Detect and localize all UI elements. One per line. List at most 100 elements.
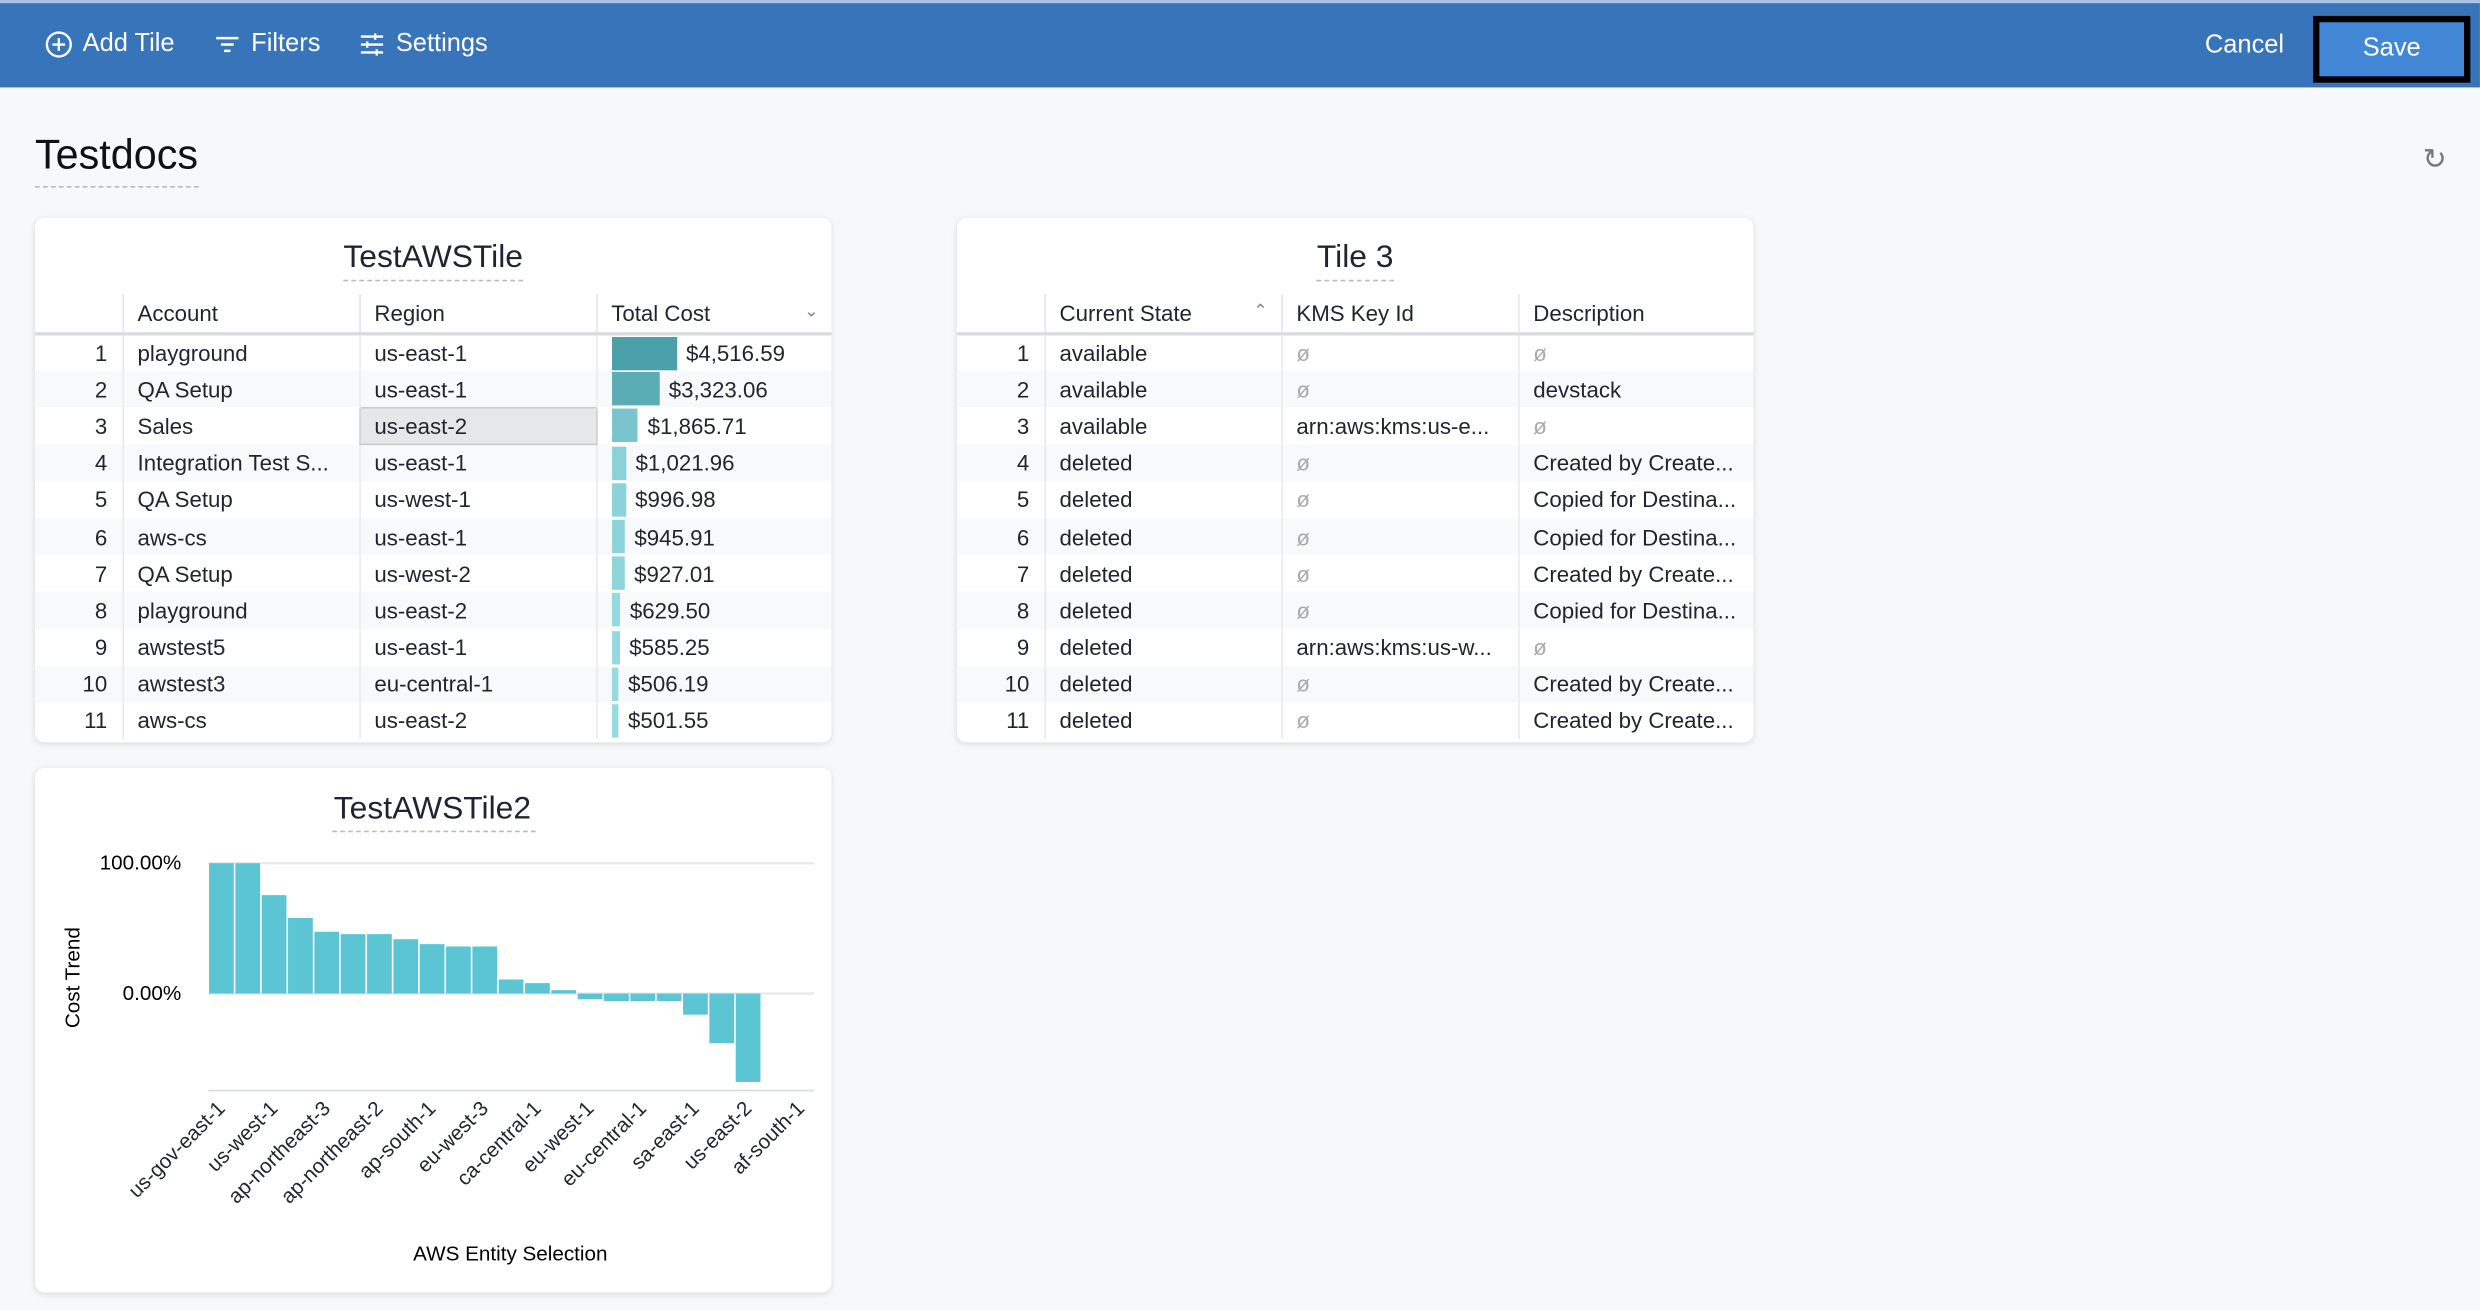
column-header-kms-key-id[interactable]: KMS Key Id — [1280, 294, 1519, 336]
chart-bar[interactable] — [340, 934, 366, 994]
total-cost-cell[interactable]: $945.91 — [595, 518, 832, 556]
table-row[interactable]: 4 Integration Test S... us-east-1 $1,021… — [34, 444, 832, 482]
account-cell[interactable]: aws-cs — [121, 518, 360, 556]
chart-bar[interactable] — [288, 917, 313, 994]
description-cell[interactable]: ø — [1517, 628, 1754, 666]
current-state-cell[interactable]: deleted — [1043, 481, 1282, 519]
chart-bar[interactable] — [472, 946, 498, 994]
chart-bar[interactable] — [604, 993, 629, 1001]
current-state-cell[interactable]: deleted — [1043, 628, 1282, 666]
region-cell[interactable]: us-east-1 — [358, 370, 597, 408]
chart-bar[interactable] — [446, 946, 471, 994]
chart-bar[interactable] — [577, 993, 603, 1000]
tile-title[interactable]: TestAWSTile — [343, 240, 523, 282]
table-row[interactable]: 5 deleted ø Copied for Destina... — [957, 481, 1754, 519]
table-row[interactable]: 11 deleted ø Created by Create... — [957, 702, 1754, 740]
description-cell[interactable]: ø — [1517, 407, 1754, 445]
total-cost-cell[interactable]: $996.98 — [595, 481, 832, 519]
account-cell[interactable]: aws-cs — [121, 702, 360, 740]
cancel-button[interactable]: Cancel — [2204, 31, 2285, 59]
region-cell[interactable]: us-west-1 — [358, 481, 597, 519]
table-row[interactable]: 7 deleted ø Created by Create... — [957, 555, 1754, 592]
description-cell[interactable]: devstack — [1517, 370, 1754, 408]
settings-button[interactable]: Settings — [358, 30, 488, 59]
kms-key-id-cell[interactable]: ø — [1280, 518, 1519, 556]
account-cell[interactable]: awstest3 — [121, 665, 360, 703]
table-row[interactable]: 4 deleted ø Created by Create... — [956, 444, 1754, 482]
current-state-cell[interactable]: deleted — [1043, 702, 1282, 740]
current-state-cell[interactable]: deleted — [1043, 555, 1282, 592]
chart-bar[interactable] — [551, 990, 577, 994]
table-row[interactable]: 11 aws-cs us-east-2 $501.55 — [35, 702, 832, 740]
chevron-down-icon[interactable]: ⌄ — [804, 302, 819, 322]
total-cost-cell[interactable]: $506.19 — [595, 665, 832, 703]
table-row[interactable]: 10 awstest3 eu-central-1 $506.19 — [34, 665, 832, 703]
current-state-cell[interactable]: available — [1043, 333, 1282, 371]
account-cell[interactable]: QA Setup — [121, 370, 360, 408]
total-cost-cell[interactable]: $4,516.59 — [595, 333, 832, 371]
chart-bar[interactable] — [261, 895, 287, 994]
account-cell[interactable]: Integration Test S... — [121, 444, 360, 482]
chart-bar[interactable] — [367, 934, 392, 994]
chart-bar[interactable] — [235, 863, 261, 994]
description-cell[interactable]: ø — [1517, 333, 1754, 371]
page-title[interactable]: Testdocs — [34, 130, 199, 188]
table-row[interactable]: 8 deleted ø Copied for Destina... — [956, 591, 1754, 629]
column-header-description[interactable]: Description — [1517, 294, 1754, 336]
column-header-current-state[interactable]: Current State ⌃ — [1043, 294, 1282, 336]
region-cell[interactable]: us-east-1 — [358, 333, 597, 371]
table-row[interactable]: 8 playground us-east-2 $629.50 — [34, 591, 832, 629]
chart-bar[interactable] — [656, 993, 682, 1001]
region-cell[interactable]: eu-central-1 — [358, 665, 597, 703]
chart-bar[interactable] — [630, 993, 656, 1001]
kms-key-id-cell[interactable]: ø — [1280, 370, 1519, 408]
save-button[interactable]: Save — [2313, 15, 2471, 83]
kms-key-id-cell[interactable]: ø — [1280, 481, 1519, 519]
table-row[interactable]: 9 awstest5 us-east-1 $585.25 — [35, 628, 832, 666]
total-cost-cell[interactable]: $927.01 — [595, 555, 832, 592]
chart-bar[interactable] — [683, 993, 708, 1015]
chart-bar[interactable] — [498, 979, 524, 994]
chart-bar[interactable] — [525, 983, 550, 994]
current-state-cell[interactable]: deleted — [1043, 518, 1282, 556]
description-cell[interactable]: Created by Create... — [1517, 665, 1754, 703]
chevron-up-icon[interactable]: ⌃ — [1253, 302, 1268, 322]
total-cost-cell[interactable]: $585.25 — [595, 628, 832, 666]
kms-key-id-cell[interactable]: ø — [1280, 555, 1519, 592]
description-cell[interactable]: Created by Create... — [1517, 555, 1754, 592]
table-row[interactable]: 3 available arn:aws:kms:us-e... ø — [957, 407, 1754, 445]
description-cell[interactable]: Copied for Destina... — [1517, 481, 1754, 519]
table-row[interactable]: 6 aws-cs us-east-1 $945.91 — [34, 518, 832, 556]
table-row[interactable]: 2 available ø devstack — [956, 370, 1754, 408]
region-cell[interactable]: us-west-2 — [358, 555, 597, 592]
description-cell[interactable]: Created by Create... — [1517, 702, 1754, 740]
total-cost-cell[interactable]: $1,865.71 — [595, 407, 832, 445]
current-state-cell[interactable]: deleted — [1043, 444, 1282, 482]
column-header-total-cost[interactable]: Total Cost ⌄ — [595, 294, 832, 336]
chart-bar[interactable] — [709, 993, 735, 1044]
table-row[interactable]: 9 deleted arn:aws:kms:us-w... ø — [957, 628, 1754, 666]
chart-title[interactable]: TestAWSTile2 — [334, 790, 531, 826]
table-row[interactable]: 2 QA Setup us-east-1 $3,323.06 — [34, 370, 832, 408]
kms-key-id-cell[interactable]: ø — [1280, 591, 1519, 629]
region-cell[interactable]: us-east-1 — [358, 444, 597, 482]
column-header-account[interactable]: Account — [121, 294, 360, 336]
account-cell[interactable]: QA Setup — [121, 555, 360, 592]
total-cost-cell[interactable]: $1,021.96 — [595, 444, 832, 482]
chart-bar[interactable] — [419, 944, 445, 994]
refresh-icon[interactable]: ↻ — [2422, 143, 2447, 175]
tile-title[interactable]: Tile 3 — [1316, 240, 1394, 282]
kms-key-id-cell[interactable]: ø — [1280, 444, 1519, 482]
kms-key-id-cell[interactable]: arn:aws:kms:us-e... — [1280, 407, 1519, 445]
account-cell[interactable]: awstest5 — [121, 628, 360, 666]
account-cell[interactable]: Sales — [121, 407, 360, 445]
kms-key-id-cell[interactable]: arn:aws:kms:us-w... — [1280, 628, 1519, 666]
region-cell[interactable]: us-east-1 — [358, 628, 597, 666]
table-row[interactable]: 5 QA Setup us-west-1 $996.98 — [35, 481, 832, 519]
kms-key-id-cell[interactable]: ø — [1280, 702, 1519, 740]
table-row[interactable]: 6 deleted ø Copied for Destina... — [956, 518, 1754, 556]
total-cost-cell[interactable]: $629.50 — [595, 591, 832, 629]
account-cell[interactable]: playground — [121, 333, 360, 371]
table-row[interactable]: 10 deleted ø Created by Create... — [956, 665, 1754, 703]
chart-bar[interactable] — [735, 993, 761, 1082]
